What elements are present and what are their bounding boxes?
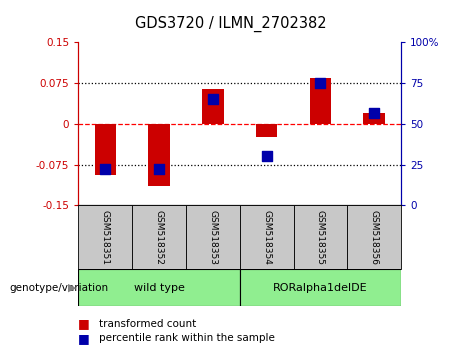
Bar bbox=[78, 205, 132, 269]
Bar bbox=[202, 88, 224, 124]
Text: ■: ■ bbox=[78, 332, 90, 344]
Bar bbox=[186, 205, 240, 269]
Text: ▶: ▶ bbox=[68, 282, 76, 293]
Point bbox=[155, 167, 163, 172]
Text: GSM518355: GSM518355 bbox=[316, 210, 325, 265]
Bar bbox=[95, 124, 116, 176]
Text: RORalpha1delDE: RORalpha1delDE bbox=[273, 282, 368, 293]
Bar bbox=[256, 124, 278, 137]
Text: GSM518353: GSM518353 bbox=[208, 210, 217, 265]
Text: GSM518352: GSM518352 bbox=[154, 210, 164, 265]
Text: GSM518356: GSM518356 bbox=[370, 210, 378, 265]
Bar bbox=[347, 205, 401, 269]
Text: genotype/variation: genotype/variation bbox=[9, 282, 108, 293]
Text: percentile rank within the sample: percentile rank within the sample bbox=[99, 333, 275, 343]
Text: transformed count: transformed count bbox=[99, 319, 196, 329]
Text: GSM518354: GSM518354 bbox=[262, 210, 271, 265]
Bar bbox=[294, 205, 347, 269]
Text: ■: ■ bbox=[78, 318, 90, 330]
Point bbox=[371, 110, 378, 115]
Bar bbox=[240, 269, 401, 306]
Point bbox=[317, 80, 324, 86]
Text: GDS3720 / ILMN_2702382: GDS3720 / ILMN_2702382 bbox=[135, 16, 326, 32]
Text: wild type: wild type bbox=[134, 282, 184, 293]
Point bbox=[263, 154, 270, 159]
Bar bbox=[148, 124, 170, 186]
Bar bbox=[240, 205, 294, 269]
Bar bbox=[363, 113, 385, 124]
Point bbox=[101, 167, 109, 172]
Bar bbox=[78, 269, 240, 306]
Bar bbox=[132, 205, 186, 269]
Text: GSM518351: GSM518351 bbox=[101, 210, 110, 265]
Bar bbox=[310, 78, 331, 124]
Point bbox=[209, 97, 217, 102]
